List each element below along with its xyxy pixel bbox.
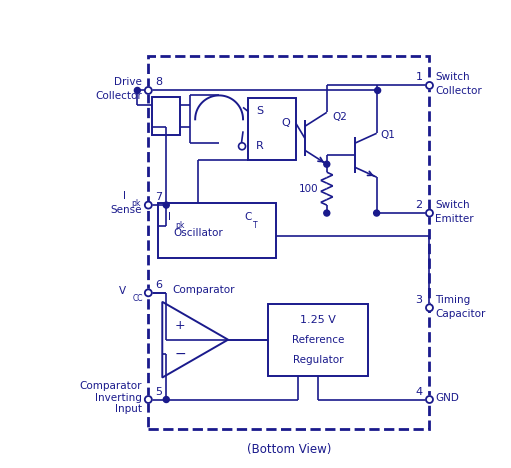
Bar <box>152 97 180 135</box>
Circle shape <box>145 202 152 209</box>
Text: Oscillator: Oscillator <box>173 228 223 238</box>
Text: Q1: Q1 <box>381 130 396 140</box>
Text: 2: 2 <box>415 200 423 210</box>
Text: Regulator: Regulator <box>293 355 343 365</box>
Text: Input: Input <box>115 404 143 415</box>
Circle shape <box>375 88 381 94</box>
Text: Timing: Timing <box>435 295 471 305</box>
Circle shape <box>145 87 152 94</box>
Text: (Bottom View): (Bottom View) <box>247 443 331 456</box>
Text: 4: 4 <box>415 387 423 396</box>
Circle shape <box>426 396 433 403</box>
Text: Collector: Collector <box>96 91 143 102</box>
Text: T: T <box>253 221 258 230</box>
Bar <box>268 304 368 376</box>
Text: pk: pk <box>131 199 141 208</box>
Text: Comparator: Comparator <box>172 285 235 295</box>
Text: Q2: Q2 <box>333 112 347 122</box>
Circle shape <box>324 210 330 216</box>
Text: Inverting: Inverting <box>96 393 143 402</box>
Text: Q: Q <box>282 118 290 128</box>
Text: 7: 7 <box>155 192 162 202</box>
Text: 6: 6 <box>155 280 162 290</box>
Text: V: V <box>119 286 126 296</box>
Bar <box>148 56 429 430</box>
Circle shape <box>239 143 245 150</box>
Circle shape <box>145 289 152 296</box>
Text: pk: pk <box>175 221 184 230</box>
Text: I: I <box>168 212 171 222</box>
Circle shape <box>164 396 169 402</box>
Bar <box>248 98 296 160</box>
Text: Emitter: Emitter <box>435 214 474 224</box>
Text: Collector: Collector <box>435 87 482 96</box>
Text: Comparator: Comparator <box>80 380 143 391</box>
Text: I: I <box>123 191 126 201</box>
Circle shape <box>426 82 433 89</box>
Text: R: R <box>256 141 264 151</box>
Text: Sense: Sense <box>111 205 143 215</box>
Text: 1: 1 <box>415 73 423 82</box>
Text: S: S <box>257 106 264 117</box>
Circle shape <box>164 202 169 208</box>
Text: −: − <box>174 347 186 361</box>
Text: 8: 8 <box>155 77 162 88</box>
Text: C: C <box>244 212 251 222</box>
Text: Switch: Switch <box>435 73 470 82</box>
Circle shape <box>426 304 433 311</box>
Text: Reference: Reference <box>292 335 344 345</box>
Text: 3: 3 <box>415 295 423 305</box>
Text: Capacitor: Capacitor <box>435 309 486 319</box>
Text: Drive: Drive <box>114 77 143 88</box>
Text: CC: CC <box>132 294 143 303</box>
Circle shape <box>426 210 433 217</box>
Text: +: + <box>175 319 185 332</box>
Text: Switch: Switch <box>435 200 470 210</box>
Circle shape <box>324 161 330 167</box>
Circle shape <box>134 88 141 94</box>
Circle shape <box>374 210 380 216</box>
Circle shape <box>145 396 152 403</box>
Text: GND: GND <box>435 393 459 402</box>
Text: 5: 5 <box>155 387 162 396</box>
Text: 100: 100 <box>299 184 319 194</box>
Bar <box>158 203 276 258</box>
Text: 1.25 V: 1.25 V <box>300 315 336 325</box>
